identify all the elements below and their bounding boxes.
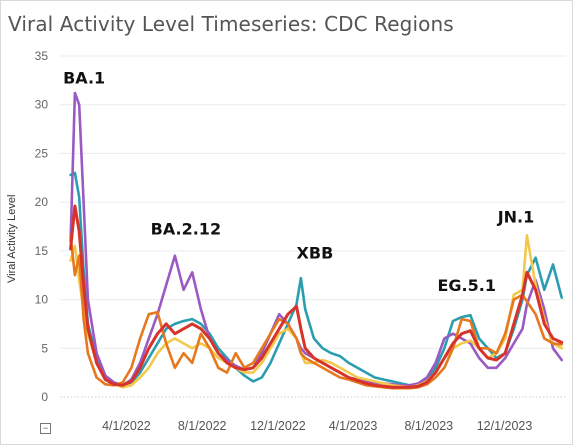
- x-axis-ticks: 4/1/2022 8/1/2022 12/1/2022 4/1/2023 8/1/202…: [102, 419, 532, 433]
- gridlines: [60, 55, 566, 398]
- annotation-label: EG.5.1: [437, 276, 495, 295]
- collapse-button[interactable]: −: [40, 423, 51, 434]
- y-tick-label: 25: [35, 146, 49, 160]
- annotation-label: XBB: [297, 244, 334, 263]
- x-tick-label: 12/1/2023: [477, 419, 533, 433]
- y-tick-label: 0: [41, 390, 48, 404]
- annotation-label: BA.2.12: [151, 219, 221, 238]
- y-tick-label: 15: [35, 244, 49, 258]
- annotation-label: JN.1: [497, 208, 535, 227]
- x-tick-label: 4/1/2023: [329, 419, 378, 433]
- series-line: [69, 91, 564, 387]
- y-tick-label: 30: [35, 98, 49, 112]
- y-axis-ticks: 0 5 10 15 20 25 30 35: [35, 49, 49, 404]
- series-line: [69, 171, 564, 387]
- x-tick-label: 4/1/2022: [102, 419, 151, 433]
- x-tick-label: 8/1/2022: [178, 419, 227, 433]
- y-tick-label: 10: [35, 293, 49, 307]
- chart-title: Viral Activity Level Timeseries: CDC Reg…: [8, 12, 454, 36]
- series-line: [69, 204, 564, 389]
- y-tick-label: 5: [41, 341, 48, 355]
- y-tick-label: 20: [35, 195, 49, 209]
- x-tick-label: 12/1/2022: [250, 419, 306, 433]
- y-tick-label: 35: [35, 49, 49, 63]
- x-tick-label: 8/1/2023: [404, 419, 453, 433]
- variant-annotations: BA.1 BA.2.12 XBB EG.5.1 JN.1: [63, 68, 534, 295]
- series-lines: [69, 91, 564, 390]
- annotation-label: BA.1: [63, 68, 105, 87]
